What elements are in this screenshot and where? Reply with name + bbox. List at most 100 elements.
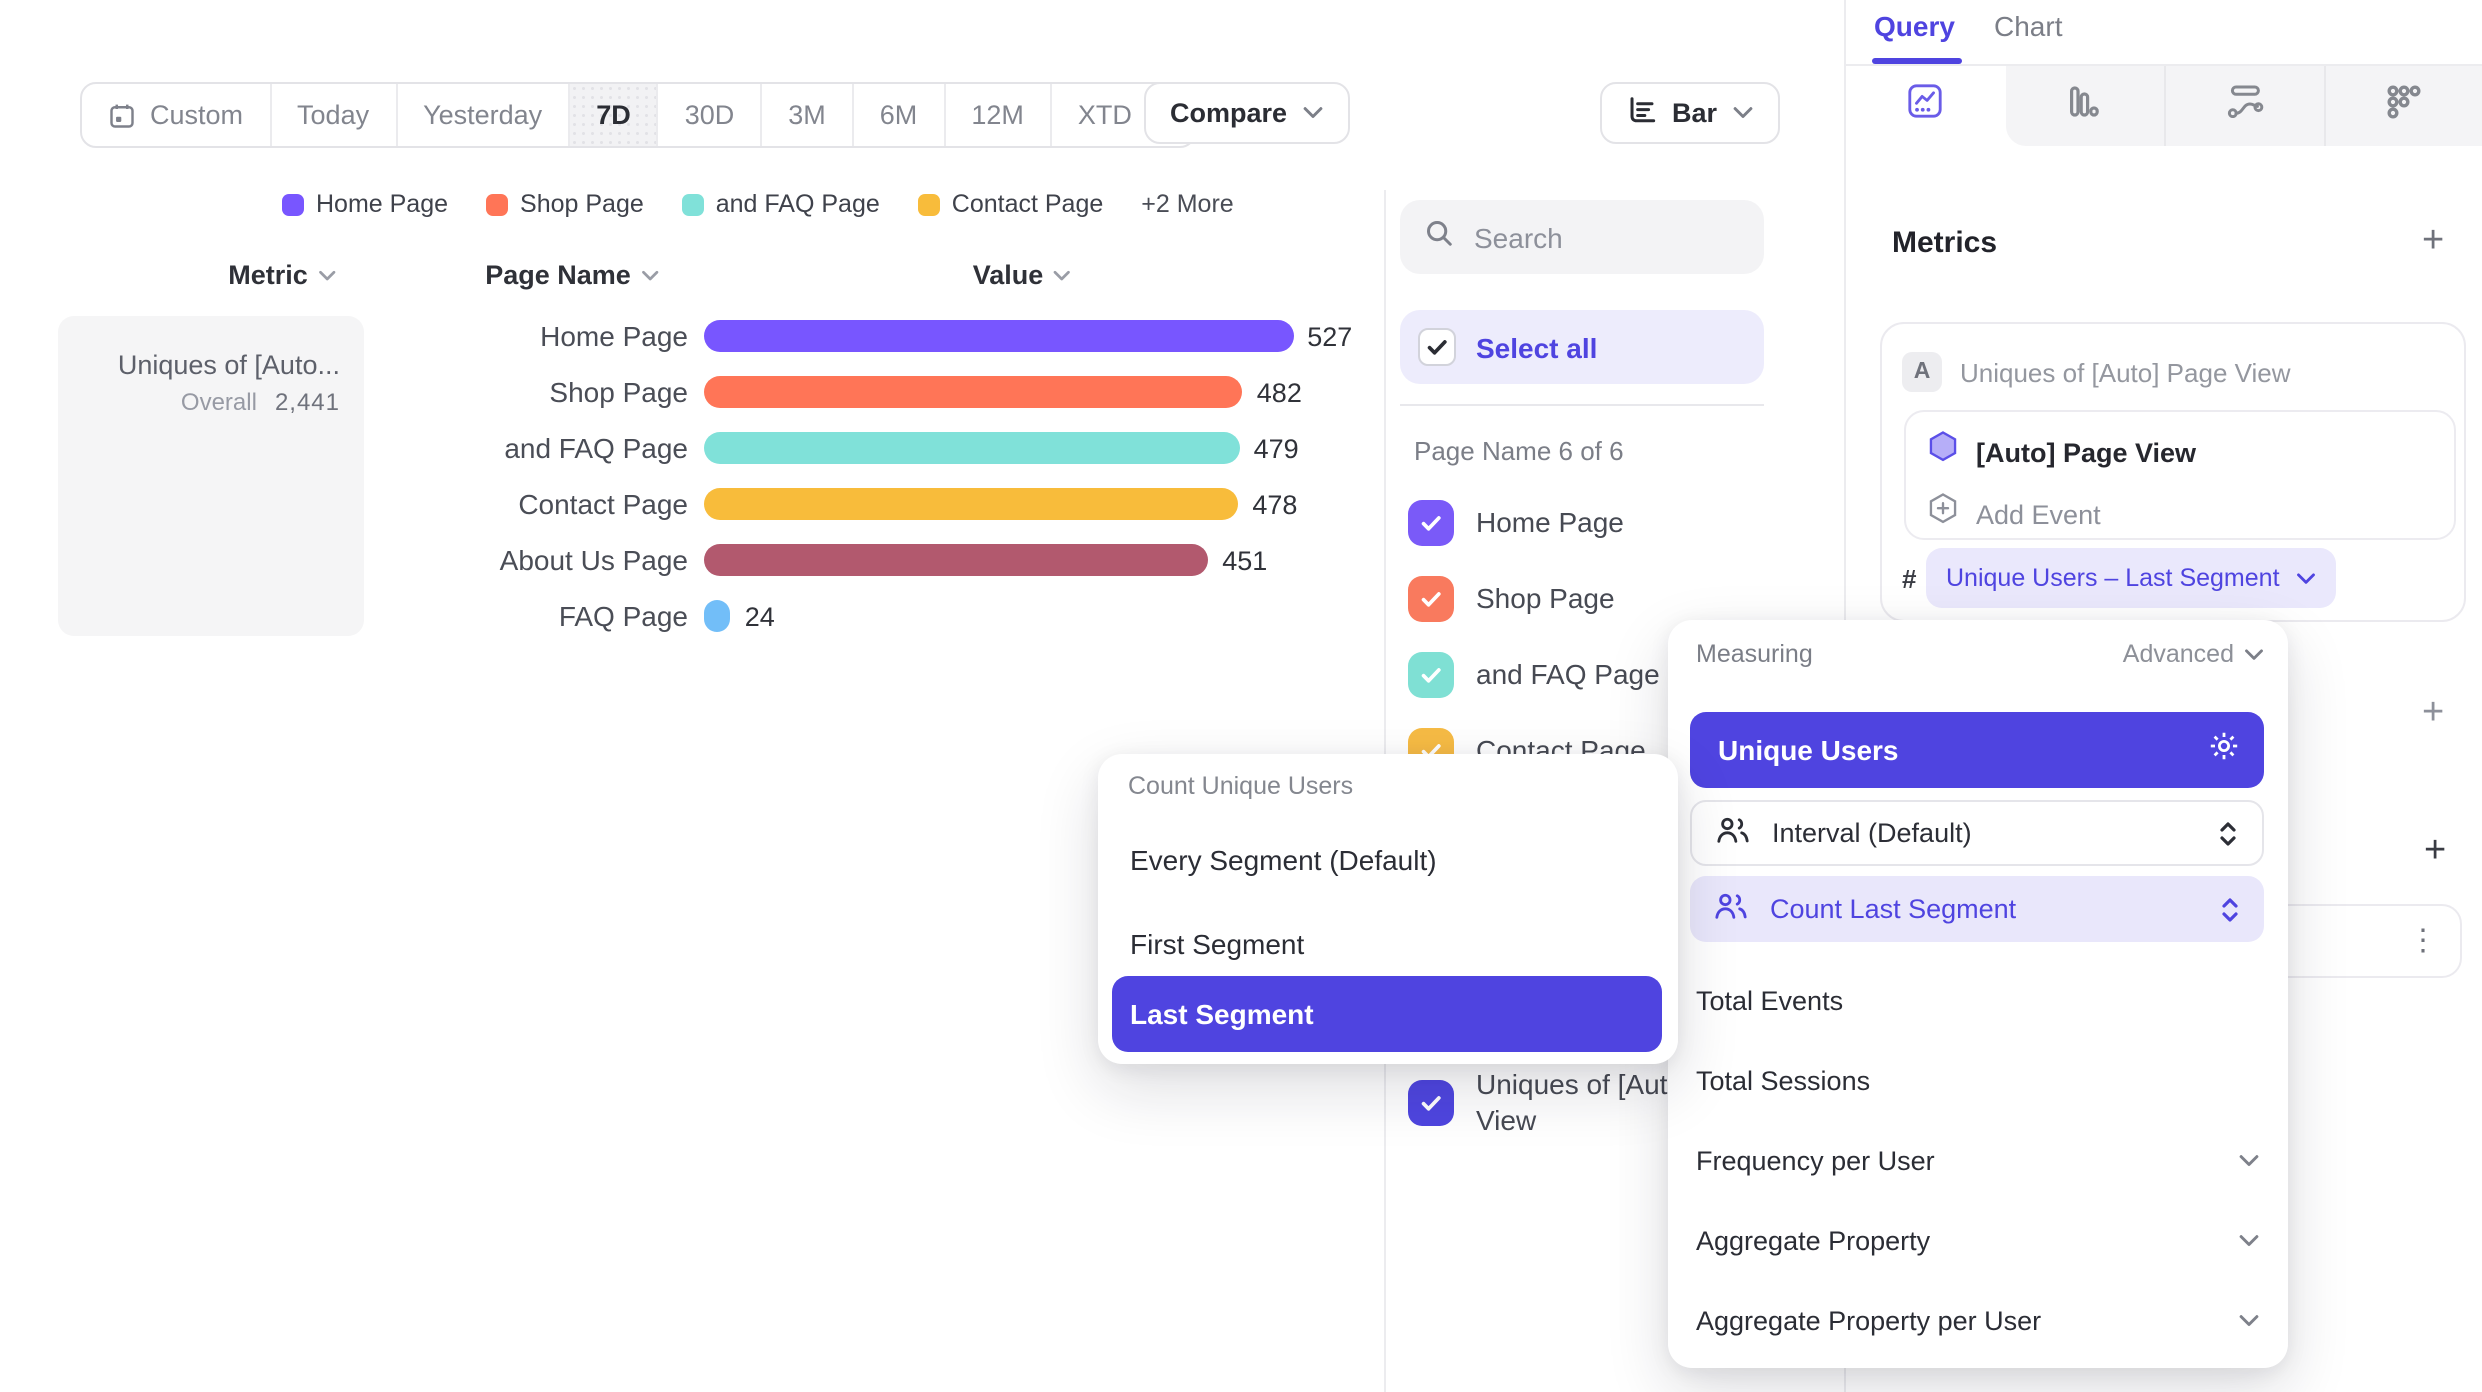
filter-item-list: Home Page Shop Page and FAQ Page Contact Pa… <box>1408 484 1660 788</box>
measuring-menu-item[interactable]: Total Events <box>1696 960 2260 1040</box>
gear-icon[interactable] <box>2208 729 2240 771</box>
legend-more[interactable]: +2 More <box>1141 190 1234 218</box>
add-event-row[interactable]: Add Event <box>1926 492 2101 538</box>
count-unique-users-popup: Count Unique Users Every Segment (Defaul… <box>1098 754 1678 1064</box>
row-bar[interactable] <box>704 544 1209 576</box>
legend-item[interactable]: Contact Page <box>917 190 1103 218</box>
segment-option[interactable]: Last Segment <box>1112 976 1662 1052</box>
select-all-label: Select all <box>1476 331 1598 363</box>
row-bar[interactable] <box>704 600 731 632</box>
column-header-value[interactable]: Value <box>973 260 1072 290</box>
measure-pill[interactable]: Unique Users – Last Segment <box>1926 548 2336 608</box>
date-range-30d[interactable]: 30D <box>656 84 761 146</box>
overall-label: Overall <box>180 388 257 416</box>
interval-option[interactable]: Interval (Default) <box>1690 800 2264 866</box>
column-header-page-name[interactable]: Page Name <box>485 260 659 290</box>
legend-item[interactable]: Home Page <box>282 190 448 218</box>
add-breakdown-button[interactable]: + <box>2424 830 2447 872</box>
filter-item[interactable]: Home Page <box>1408 484 1660 560</box>
chevron-down-icon <box>2238 1233 2260 1247</box>
row-value: 482 <box>1256 377 1302 407</box>
segment-option[interactable]: First Segment <box>1130 928 1305 960</box>
tab-retention[interactable] <box>2323 66 2482 146</box>
measuring-menu-item[interactable]: Aggregate Property <box>1696 1200 2260 1280</box>
add-metric-button[interactable]: + <box>2422 220 2445 262</box>
filter-item[interactable]: Shop Page <box>1408 560 1660 636</box>
row-label: FAQ Page <box>558 600 688 632</box>
stepper-icon[interactable] <box>2220 895 2240 923</box>
checkbox[interactable] <box>1408 499 1454 545</box>
search-icon <box>1424 217 1454 257</box>
chevron-down-icon <box>2238 1313 2260 1327</box>
stepper-icon[interactable] <box>2218 819 2238 847</box>
row-bar[interactable] <box>704 488 1239 520</box>
date-range-custom[interactable]: Custom <box>82 84 269 146</box>
checkbox[interactable] <box>1408 651 1454 697</box>
row-label: Shop Page <box>549 376 688 408</box>
unique-users-option[interactable]: Unique Users <box>1690 712 2264 788</box>
row-value: 527 <box>1307 321 1353 351</box>
advanced-dropdown[interactable]: Advanced <box>2123 640 2264 668</box>
filter-item[interactable]: and FAQ Page <box>1408 636 1660 712</box>
table-row: FAQ Page 24 <box>240 588 1352 644</box>
chevron-down-icon <box>2244 647 2264 661</box>
divider <box>1846 64 2482 66</box>
event-row[interactable]: [Auto] Page View <box>1926 430 2196 476</box>
date-range-12m[interactable]: 12M <box>943 84 1050 146</box>
metric-definition-card[interactable]: A Uniques of [Auto] Page View [Auto] Pag… <box>1880 322 2466 622</box>
date-range-today[interactable]: Today <box>269 84 395 146</box>
date-range-3m[interactable]: 3M <box>760 84 852 146</box>
tab-insights-chart[interactable] <box>1846 66 2005 146</box>
measure-prefix: # <box>1902 564 1917 594</box>
select-all-checkbox[interactable] <box>1418 328 1456 366</box>
legend-item[interactable]: Shop Page <box>486 190 644 218</box>
tab-chart[interactable]: Chart <box>1994 10 2063 42</box>
legend-item[interactable]: and FAQ Page <box>681 190 880 218</box>
tab-bar-chart[interactable] <box>2005 66 2164 146</box>
date-range-yesterday[interactable]: Yesterday <box>395 84 568 146</box>
date-range-label: XTD <box>1077 100 1132 130</box>
chevron-down-icon <box>1301 106 1323 120</box>
event-name: [Auto] Page View <box>1976 438 2197 468</box>
measuring-menu-item[interactable]: Aggregate Property per User <box>1696 1280 2260 1360</box>
segment-option[interactable]: Every Segment (Default) <box>1130 844 1437 876</box>
legend-swatch <box>681 193 704 215</box>
date-range-label: Today <box>297 100 370 130</box>
checkbox[interactable] <box>1408 575 1454 621</box>
row-bar[interactable] <box>704 376 1243 408</box>
measuring-menu-item[interactable]: Frequency per User <box>1696 1120 2260 1200</box>
chart-type-button[interactable]: Bar <box>1600 82 1780 144</box>
chevron-down-icon <box>2296 571 2316 585</box>
chart-type-label: Bar <box>1672 98 1718 128</box>
column-header-metric[interactable]: Metric <box>228 260 336 290</box>
tab-flows[interactable] <box>2164 66 2323 146</box>
chart-type-strip <box>1846 66 2482 146</box>
filter-item-label: Shop Page <box>1476 582 1615 614</box>
row-label: Contact Page <box>518 488 688 520</box>
row-value: 478 <box>1252 489 1298 519</box>
add-filter-button[interactable]: + <box>2422 692 2445 734</box>
table-row: Home Page 527 <box>240 308 1352 364</box>
count-last-segment-option[interactable]: Count Last Segment <box>1690 876 2264 942</box>
menu-item-label: Total Events <box>1696 985 1844 1015</box>
date-range-xtd[interactable]: XTD <box>1049 84 1194 146</box>
section-label: Page Name 6 of 6 <box>1414 436 1624 466</box>
row-label: Home Page <box>540 320 688 352</box>
measuring-menu-item[interactable]: Total Sessions <box>1696 1040 2260 1120</box>
checkbox[interactable] <box>1408 1079 1454 1125</box>
select-all-row[interactable]: Select all <box>1400 310 1764 384</box>
date-range-7d[interactable]: 7D <box>568 84 657 146</box>
tab-query[interactable]: Query <box>1874 10 1955 42</box>
filter-item-metric[interactable]: Uniques of [Auto] View <box>1408 1066 1691 1138</box>
compare-label: Compare <box>1170 98 1288 128</box>
date-range-6m[interactable]: 6M <box>851 84 944 146</box>
table-row: and FAQ Page 479 <box>240 420 1352 476</box>
search-input[interactable] <box>1470 219 1718 255</box>
insights-chart-icon <box>1907 82 1945 130</box>
metrics-heading: Metrics <box>1892 226 1998 260</box>
row-bar[interactable] <box>704 320 1294 352</box>
row-label: and FAQ Page <box>504 432 688 464</box>
row-bar[interactable] <box>704 432 1240 464</box>
compare-button[interactable]: Compare <box>1144 82 1350 144</box>
more-options-icon[interactable]: ⋮ <box>2408 924 2438 958</box>
